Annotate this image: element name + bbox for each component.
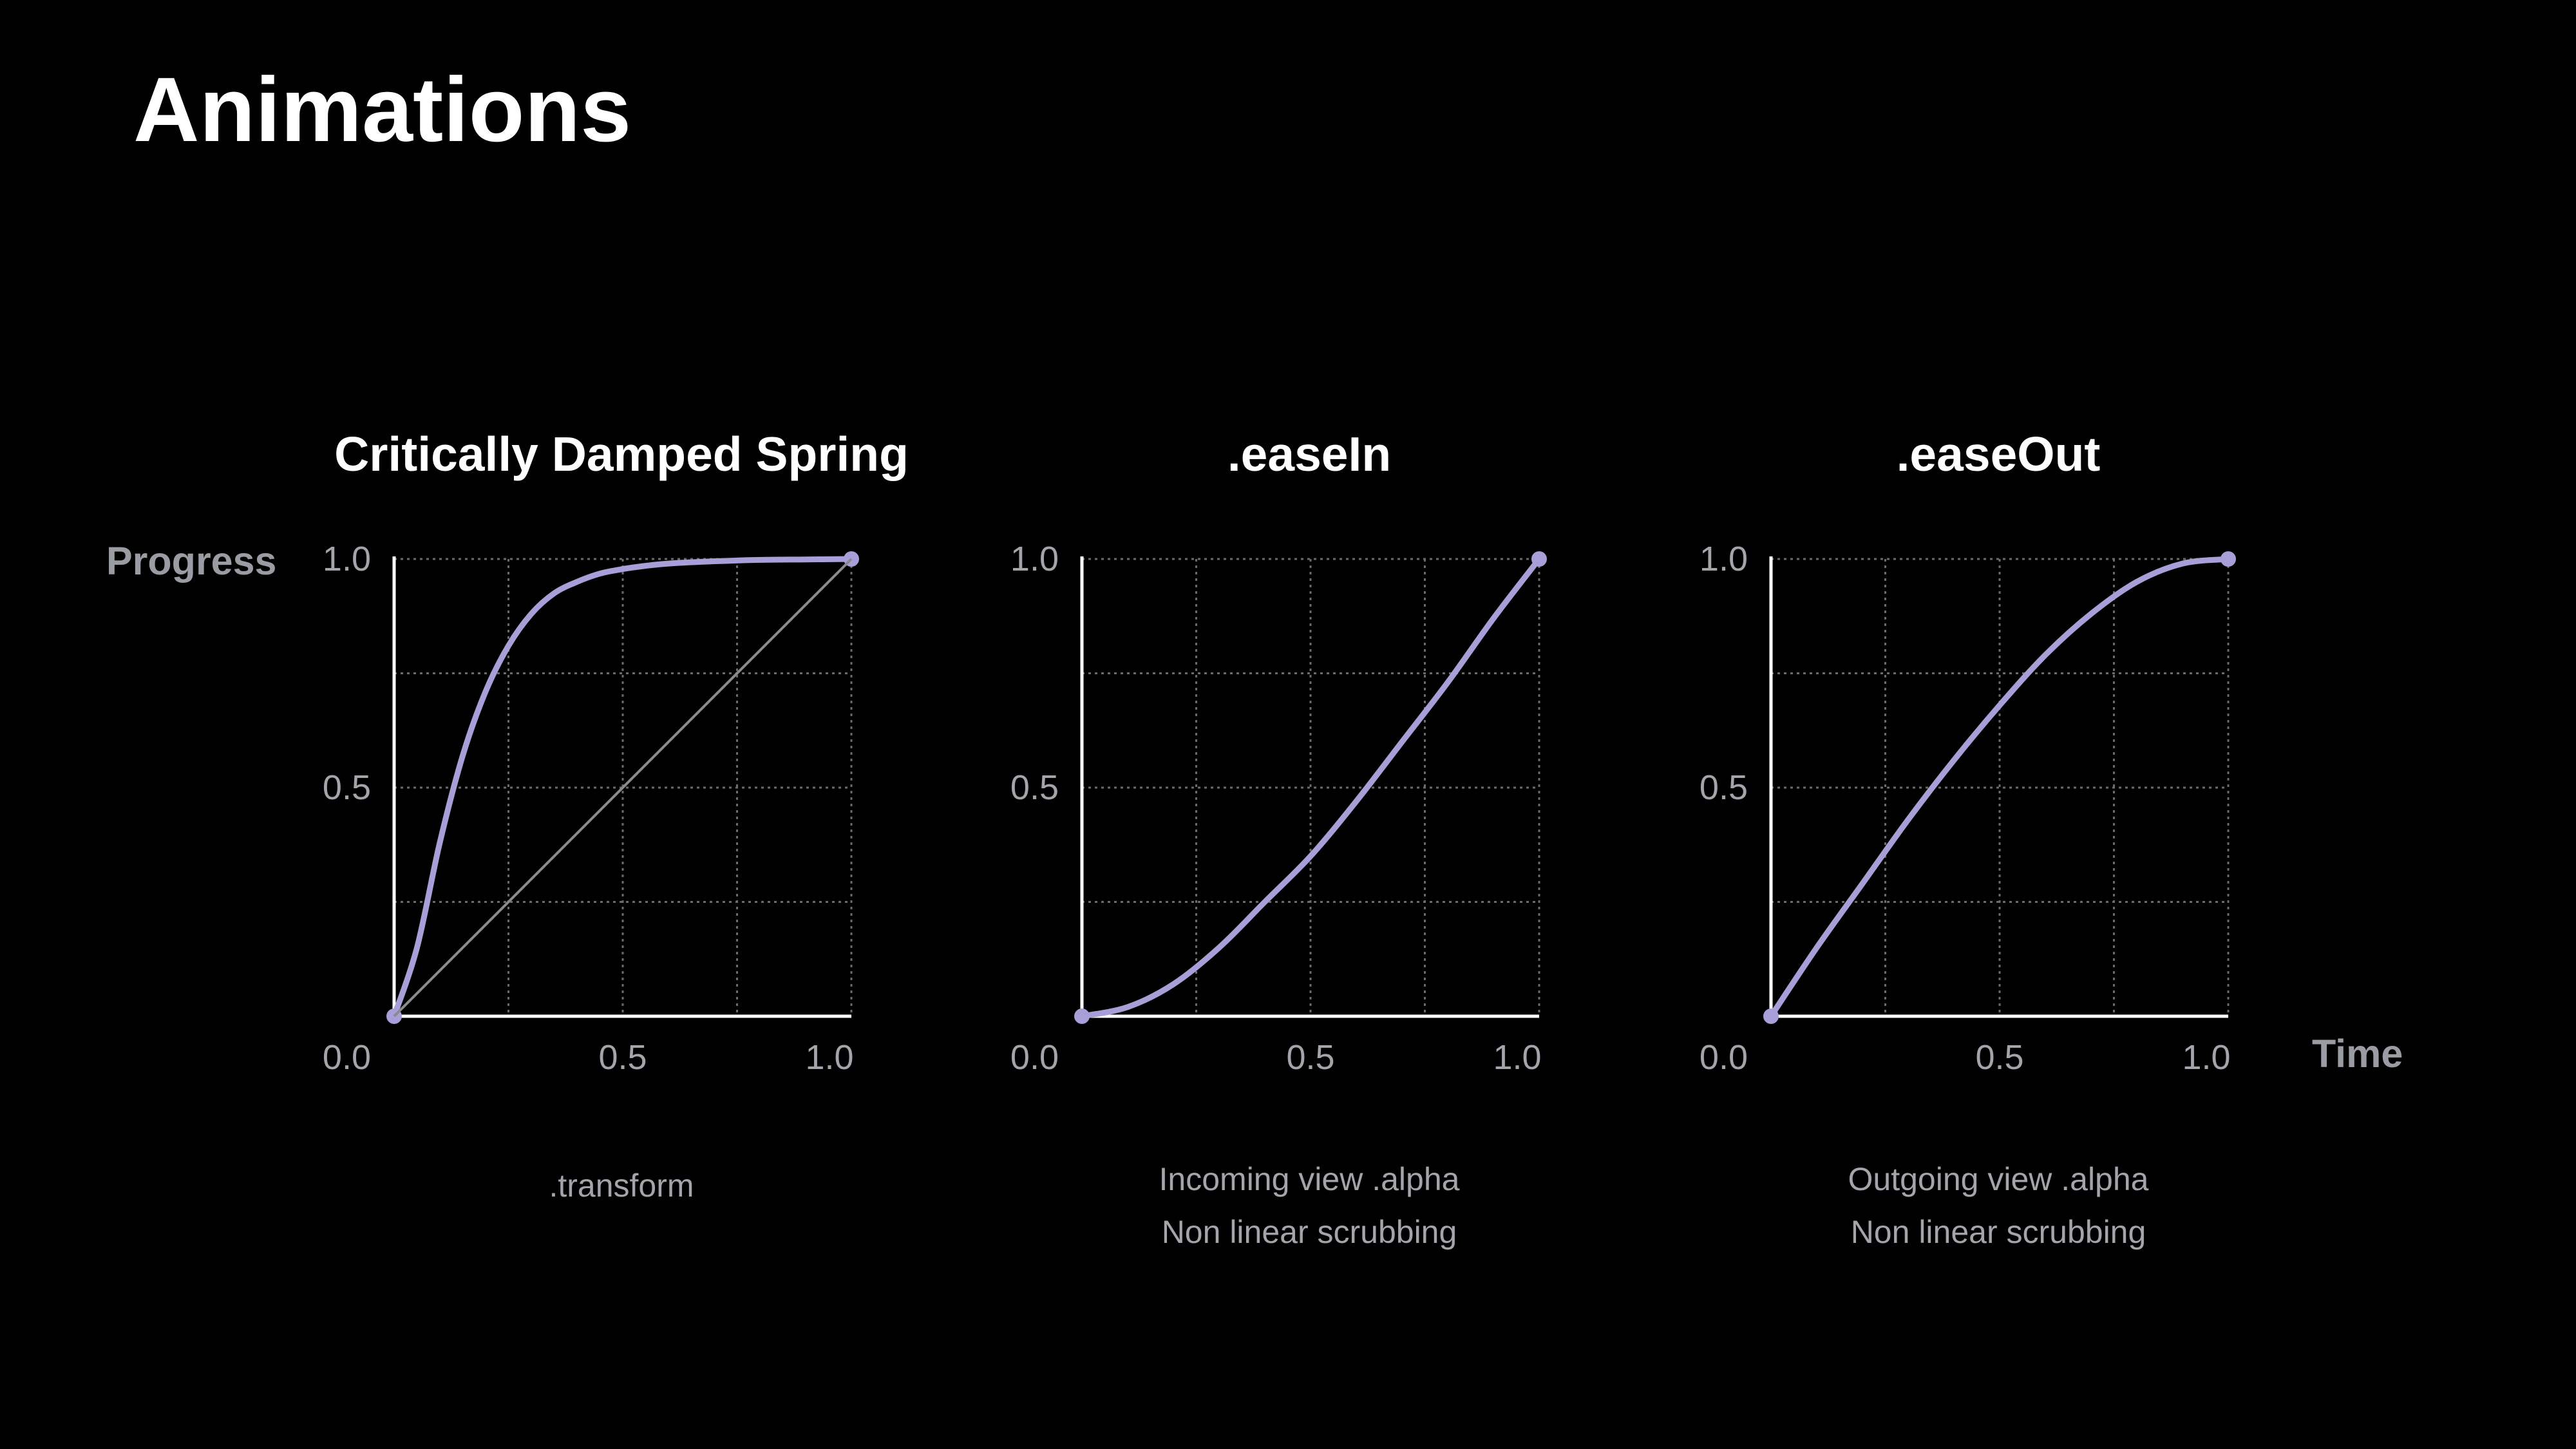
caption-line: Non linear scrubbing: [1161, 1214, 1457, 1250]
curve-start-point: [1763, 1009, 1779, 1024]
y-tick-label: 0.5: [323, 768, 371, 807]
chart-title-easein: .easeIn: [1227, 427, 1392, 481]
animation-curve: [391, 556, 855, 1019]
chart-title-spring: Critically Damped Spring: [334, 427, 909, 481]
caption-line: Outgoing view .alpha: [1848, 1161, 2149, 1197]
x-tick-label: 0.5: [1286, 1038, 1334, 1077]
caption-easein: Incoming view .alpha Non linear scrubbin…: [987, 1153, 1631, 1258]
curve-end-point: [2221, 551, 2236, 567]
y-tick-label: 1.0: [1700, 540, 1748, 578]
x-axis-title: Time: [2312, 1032, 2403, 1075]
caption-line: Non linear scrubbing: [1850, 1214, 2146, 1250]
reference-line: [393, 558, 853, 1018]
x-tick-label: 1.0: [805, 1038, 853, 1077]
animation-curve: [1079, 556, 1542, 1019]
x-tick-label: 0.0: [323, 1038, 371, 1077]
x-tick-label: 0.5: [1975, 1038, 2023, 1077]
caption-line: Incoming view .alpha: [1159, 1161, 1460, 1197]
caption-line: .transform: [549, 1168, 694, 1204]
caption-spring: .transform: [299, 1159, 943, 1212]
animation-curve: [1768, 556, 2231, 1019]
x-tick-label: 1.0: [1493, 1038, 1541, 1077]
y-tick-label: 0.5: [1700, 768, 1748, 807]
y-tick-label: 0.5: [1010, 768, 1059, 807]
x-tick-label: 0.0: [1010, 1038, 1059, 1077]
x-tick-label: 1.0: [2182, 1038, 2230, 1077]
y-axis-title: Progress: [106, 539, 277, 583]
x-tick-label: 0.5: [598, 1038, 647, 1077]
curve-start-point: [1074, 1009, 1090, 1024]
y-tick-label: 1.0: [323, 540, 371, 578]
page-title: Animations: [133, 59, 632, 161]
caption-easeout: Outgoing view .alpha Non linear scrubbin…: [1676, 1153, 2320, 1258]
x-tick-label: 0.0: [1700, 1038, 1748, 1077]
chart-title-easeout: .easeOut: [1896, 427, 2101, 481]
y-tick-label: 1.0: [1010, 540, 1059, 578]
curve-end-point: [1531, 551, 1547, 567]
